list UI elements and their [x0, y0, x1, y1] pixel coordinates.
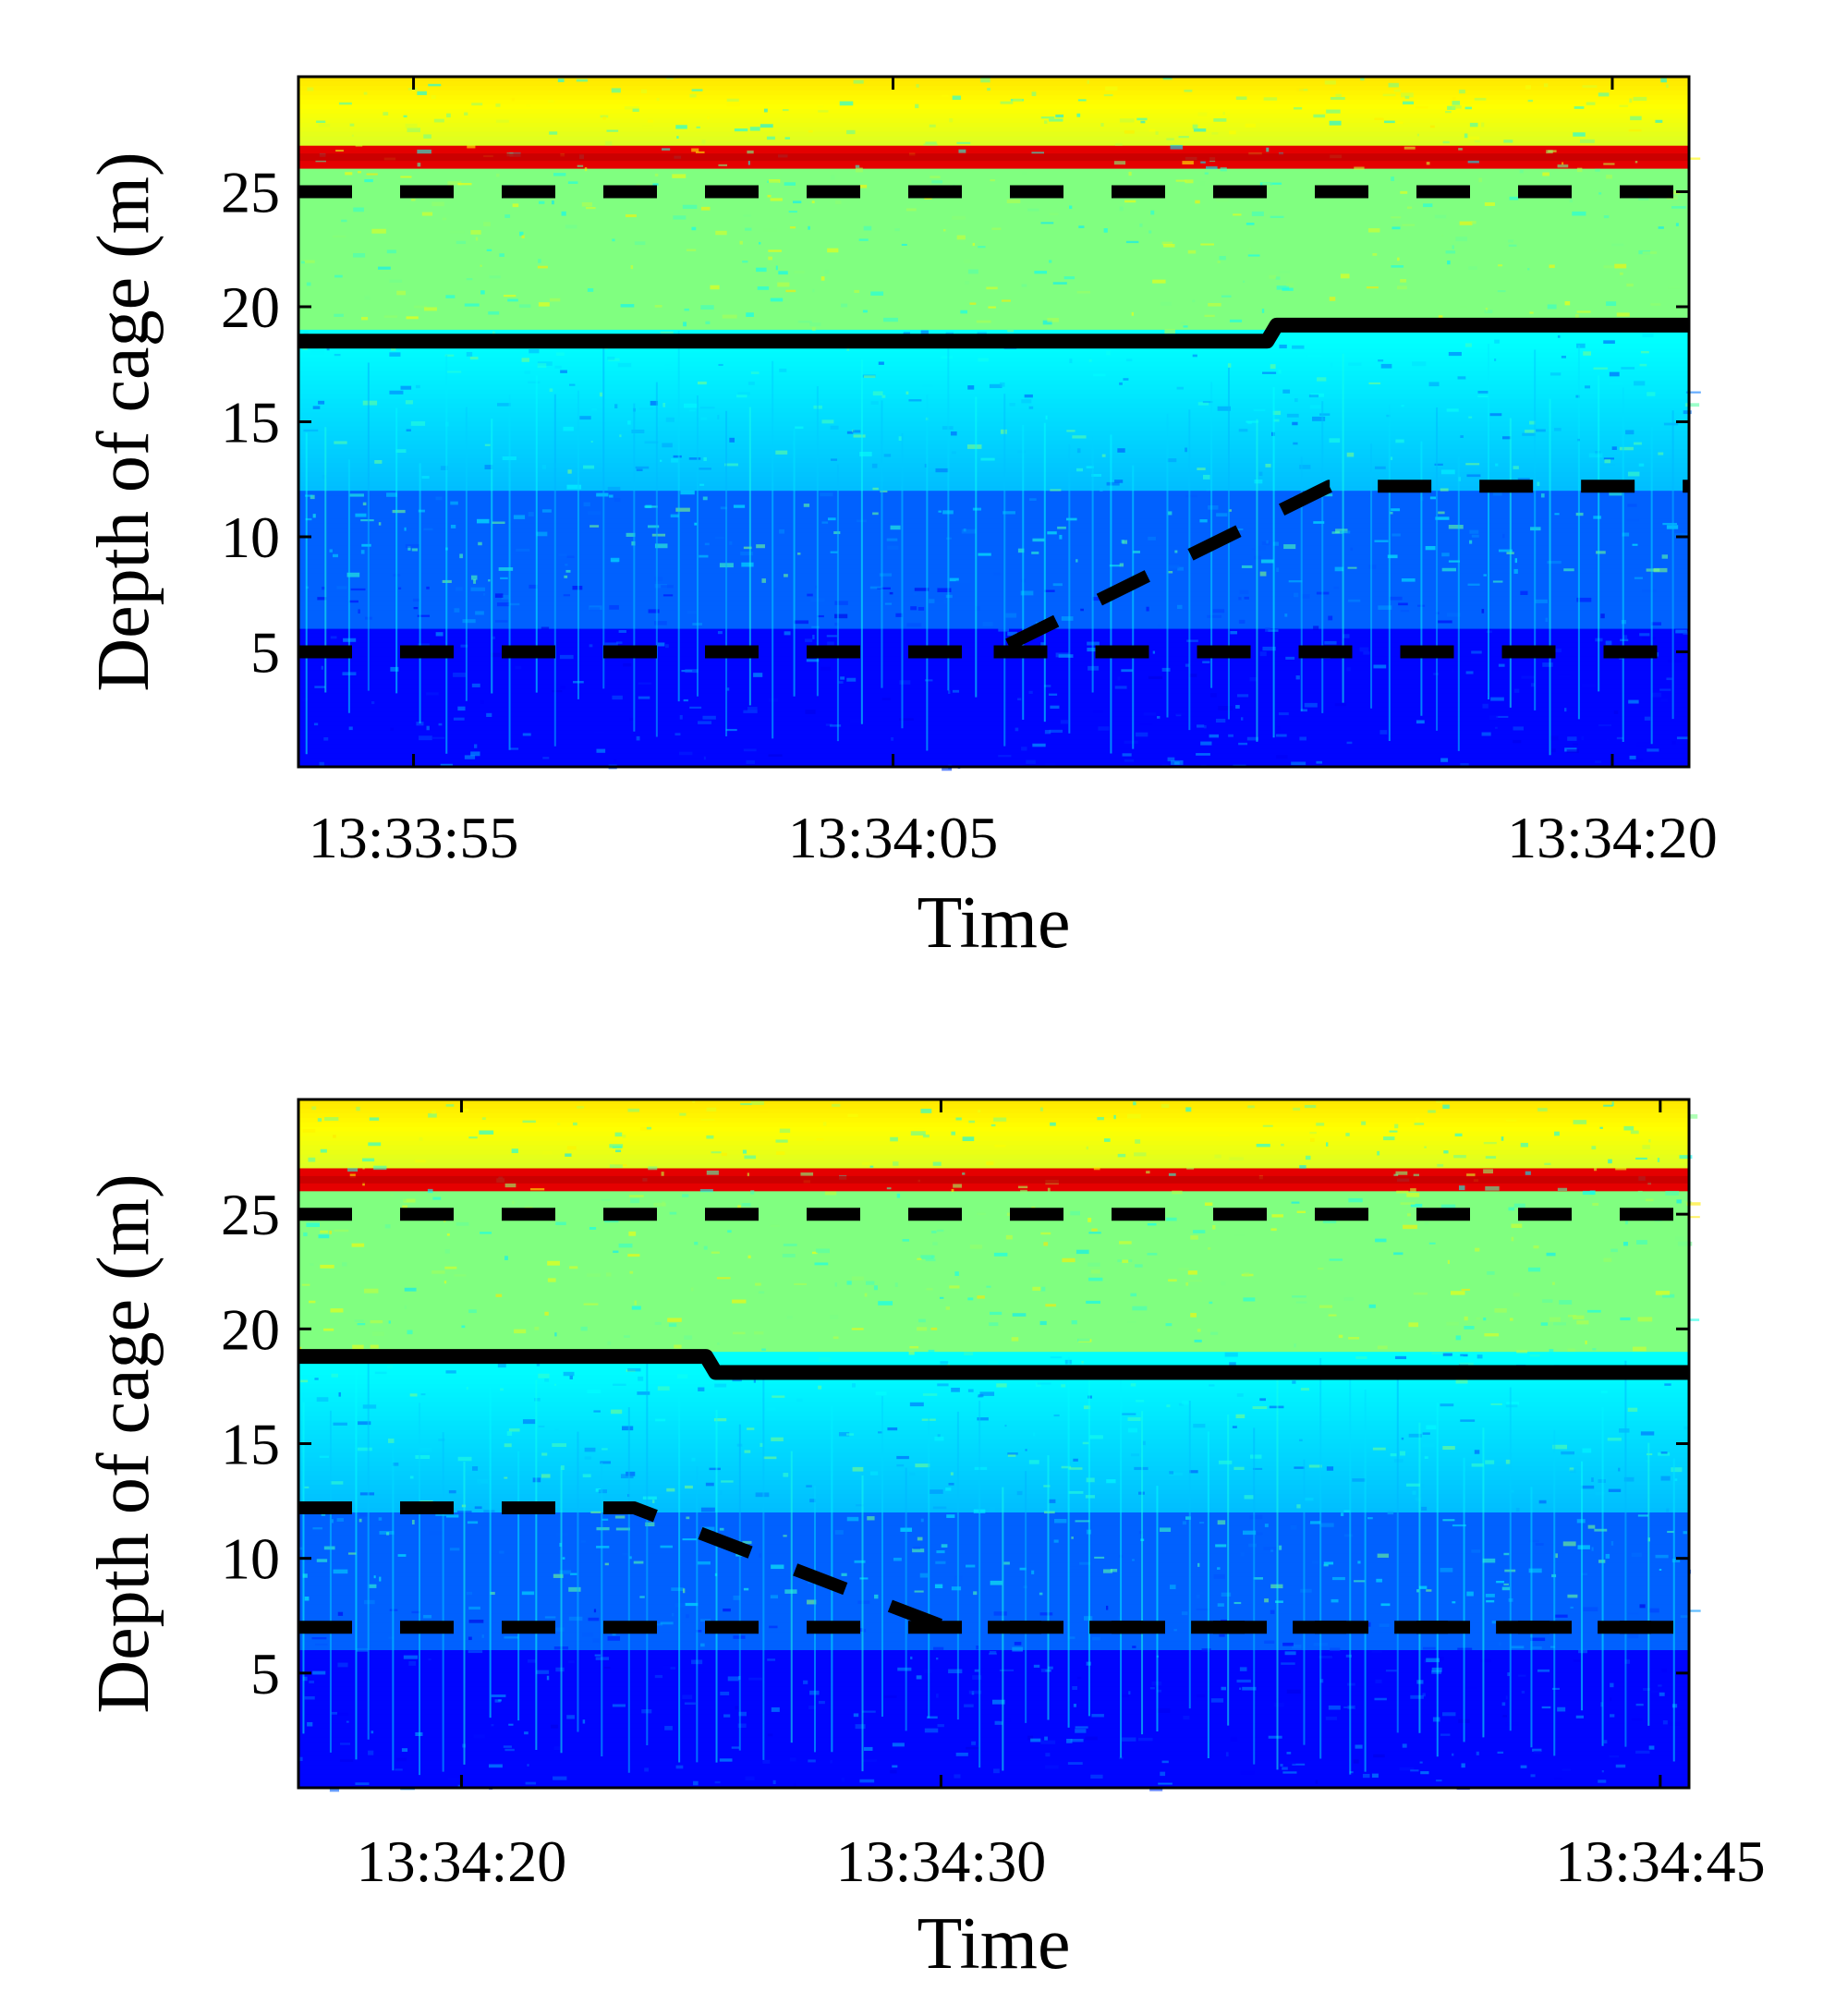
chart-panel-2: 5 10 15 20 25 13:34:20 13:34:30 13:34:45 Time Dep…	[83, 1098, 1766, 1985]
y-tick-label: 5	[250, 1641, 280, 1706]
y-tick-label: 15	[221, 1412, 280, 1477]
x-tick-label: 13:34:30	[836, 1828, 1047, 1894]
x-axis-label: Time	[917, 1903, 1070, 1985]
y-axis-label: Depth of cage (m)	[83, 152, 164, 691]
x-axis-label: Time	[917, 882, 1070, 964]
y-tick-label: 5	[250, 620, 280, 686]
echogram-texture	[298, 1099, 1701, 1792]
x-tick-label: 13:34:20	[1507, 805, 1718, 870]
dashed-line-3	[298, 480, 1689, 659]
y-tick-label: 25	[221, 160, 280, 225]
echogram-heatmap	[298, 77, 1689, 768]
y-tick-label: 20	[221, 1296, 280, 1362]
y-tick-label: 15	[221, 390, 280, 455]
echogram-texture	[298, 77, 1701, 771]
x-tick-label: 13:34:45	[1555, 1828, 1766, 1894]
y-tick-label: 20	[221, 274, 280, 340]
solid-line-2	[298, 1349, 1689, 1380]
y-tick-label: 10	[221, 504, 280, 570]
y-tick-label: 25	[221, 1182, 280, 1247]
x-tick-label: 13:33:55	[309, 805, 519, 870]
y-axis-label: Depth of cage (m)	[83, 1173, 164, 1713]
y-tick-label: 10	[221, 1526, 280, 1592]
x-tick-label: 13:34:20	[357, 1828, 567, 1894]
solid-line-2	[298, 317, 1689, 349]
x-tick-label: 13:34:05	[788, 805, 999, 870]
chart-panel-1: 5 10 15 20 25 13:33:55 13:34:05 13:34:20 Time Dep…	[83, 75, 1718, 964]
